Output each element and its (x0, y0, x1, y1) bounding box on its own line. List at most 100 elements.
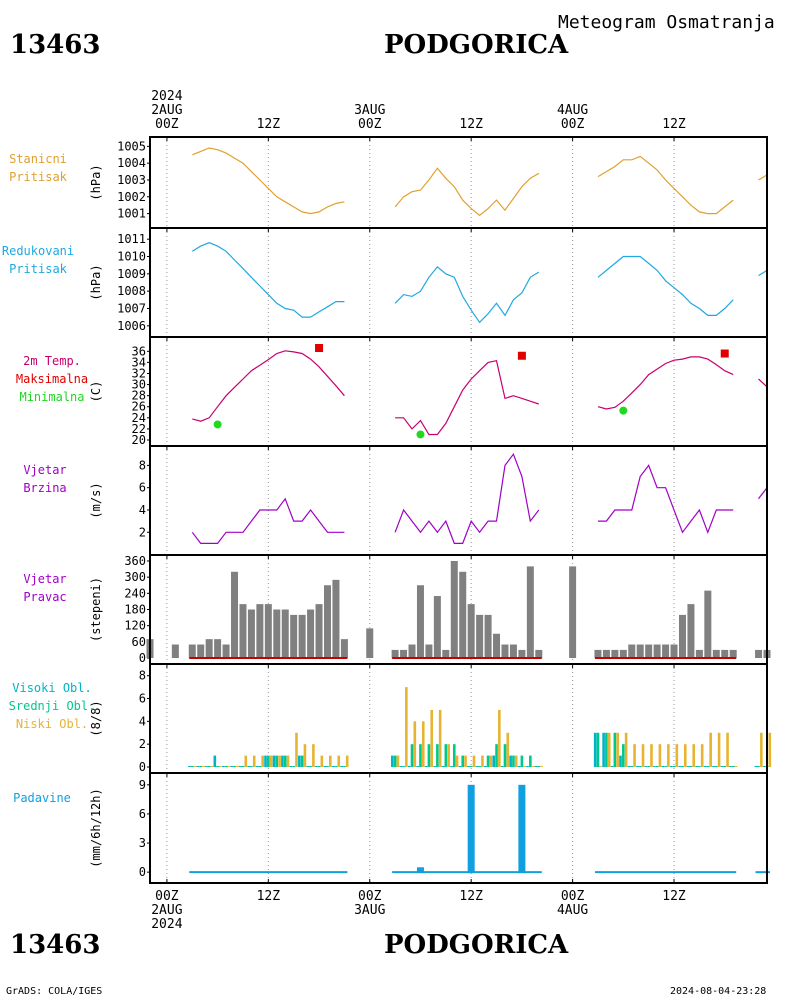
y-tick-label: 240 (124, 586, 146, 600)
y-axis-label: (C) (89, 381, 103, 403)
cloud-bar (661, 766, 665, 767)
cloud-bar (328, 755, 332, 767)
cloud-bar (258, 766, 262, 767)
cloud-bar (509, 755, 512, 767)
cloud-bar (467, 766, 470, 767)
cloud-bar (681, 766, 684, 767)
direction-bar (628, 644, 636, 658)
cloud-bar (492, 755, 496, 767)
time-label-top: 4AUG (557, 103, 588, 118)
cloud-bar (664, 766, 667, 767)
y-tick-label: 22 (132, 422, 146, 436)
time-label-bottom: 2024 (151, 917, 182, 932)
cloud-bar (760, 732, 763, 767)
cloud-bar (427, 744, 431, 767)
cloud-bar (605, 732, 608, 767)
time-label-top: 00Z (358, 117, 382, 132)
station-id-bottom: 13463 (10, 930, 101, 960)
direction-bar (205, 639, 213, 658)
cloud-bar (647, 766, 650, 767)
direction-bar (509, 644, 517, 658)
direction-bar (171, 644, 179, 658)
cloud-bar (261, 755, 264, 767)
direction-bar (197, 644, 205, 658)
cloud-bar (202, 766, 205, 767)
direction-bar (290, 614, 298, 658)
panel-label: 2m Temp. (23, 354, 81, 368)
y-tick-label: 6 (139, 692, 146, 706)
cloud-bar (619, 755, 622, 767)
y-tick-label: 34 (132, 355, 146, 369)
cloud-bar (286, 755, 290, 767)
time-label-top: 2AUG (151, 103, 182, 118)
y-tick-label: 1007 (117, 301, 146, 315)
wind_speed-series-line (758, 487, 768, 500)
y-tick-label: 1009 (117, 267, 146, 281)
cloud-bar (709, 732, 712, 767)
cloud-bar (230, 766, 234, 767)
direction-bar (298, 614, 306, 658)
y-tick-label: 36 (132, 344, 146, 358)
cloud-bar (500, 766, 504, 767)
cloud-bar (630, 766, 634, 767)
cloud-bar (247, 766, 250, 767)
cloud-bar (607, 732, 611, 767)
cloud-bar (323, 766, 326, 767)
cloud-bar (278, 755, 281, 767)
y-axis-label: (stepeni) (89, 577, 103, 642)
reduced_pressure-series-line (394, 266, 540, 324)
station-name-bottom: PODGORICA (384, 930, 569, 960)
station_pressure-series-line (192, 147, 345, 215)
cloud-bar (444, 744, 448, 767)
cloud-bar (726, 732, 729, 767)
cloud-bar (658, 744, 662, 767)
direction-bar (611, 649, 619, 658)
panel-label: Pritisak (9, 170, 68, 184)
meteogram-subtitle: Meteogram Osmatranja (558, 12, 775, 33)
cloud-bar (193, 766, 197, 767)
direction-bar (755, 649, 763, 658)
y-tick-label: 6 (139, 807, 146, 821)
panel-label: Brzina (23, 481, 66, 495)
cloud-bar (272, 755, 276, 767)
temperature-series-line (597, 356, 734, 410)
direction-bar (518, 649, 526, 658)
panel-label: Vjetar (23, 572, 66, 586)
cloud-bar (213, 755, 217, 767)
cloud-bar (391, 755, 394, 767)
direction-bar (569, 566, 577, 658)
temperature-series-line (395, 359, 539, 436)
cloud-bar (402, 766, 405, 767)
y-tick-label: 360 (124, 554, 146, 568)
cloud-bar (613, 732, 617, 767)
y-tick-label: 1003 (117, 173, 146, 187)
cloud-bar (653, 766, 656, 767)
direction-bar (391, 649, 399, 658)
cloud-bar (526, 766, 529, 767)
cloud-bar (289, 766, 293, 767)
direction-bar (366, 628, 374, 658)
cloud-bar (306, 766, 310, 767)
cloud-bar (340, 766, 343, 767)
direction-bar (400, 649, 408, 658)
time-label-top: 3AUG (354, 103, 385, 118)
y-tick-label: 1006 (117, 319, 146, 333)
direction-bar (281, 609, 289, 658)
cloud-bar (295, 732, 298, 767)
cloud-bar (650, 744, 653, 767)
panel-label: Padavine (13, 791, 71, 805)
panel-label: Stanicni (9, 152, 67, 166)
cloud-bar (672, 766, 676, 767)
direction-bar (484, 614, 492, 658)
y-tick-label: 32 (132, 366, 146, 380)
cloud-bar (627, 766, 631, 767)
direction-bar (450, 561, 458, 658)
cloud-bar (714, 766, 718, 767)
tmax-marker (720, 349, 729, 358)
direction-bar (602, 649, 610, 658)
cloud-bar (343, 766, 346, 767)
direction-bar (273, 609, 281, 658)
y-tick-label: 60 (132, 635, 146, 649)
station-name-top: PODGORICA (384, 30, 569, 60)
cloud-bar (410, 744, 414, 767)
